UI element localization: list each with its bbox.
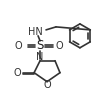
Text: S: S (36, 39, 44, 52)
Text: HN: HN (28, 27, 42, 37)
Text: O: O (55, 41, 63, 51)
Text: N: N (36, 52, 44, 62)
Text: O: O (43, 80, 51, 90)
Text: O: O (14, 41, 22, 51)
Text: O: O (13, 68, 21, 78)
